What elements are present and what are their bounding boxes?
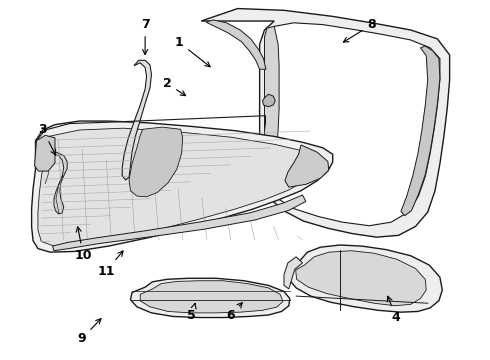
Polygon shape [288, 245, 442, 312]
Text: 5: 5 [187, 303, 196, 322]
Text: 3: 3 [39, 123, 55, 155]
Polygon shape [140, 281, 283, 313]
Polygon shape [295, 251, 426, 306]
Polygon shape [401, 46, 440, 216]
Polygon shape [52, 195, 306, 251]
Polygon shape [38, 128, 320, 246]
Text: 6: 6 [226, 303, 242, 322]
Text: 10: 10 [74, 227, 92, 261]
Polygon shape [31, 121, 333, 252]
Text: 7: 7 [141, 18, 149, 54]
Polygon shape [130, 278, 290, 318]
Text: 4: 4 [387, 296, 400, 324]
Text: 9: 9 [77, 319, 101, 346]
Polygon shape [122, 60, 151, 180]
Polygon shape [201, 9, 450, 237]
Polygon shape [285, 145, 329, 187]
Polygon shape [269, 23, 440, 226]
Text: 11: 11 [98, 251, 123, 278]
Polygon shape [45, 152, 67, 214]
Polygon shape [34, 135, 55, 171]
Text: 8: 8 [343, 18, 376, 42]
Polygon shape [284, 257, 302, 289]
Text: 2: 2 [163, 77, 186, 96]
Polygon shape [129, 127, 183, 197]
Polygon shape [206, 20, 266, 69]
Text: 1: 1 [175, 36, 210, 67]
Polygon shape [264, 26, 279, 189]
Polygon shape [263, 94, 275, 107]
